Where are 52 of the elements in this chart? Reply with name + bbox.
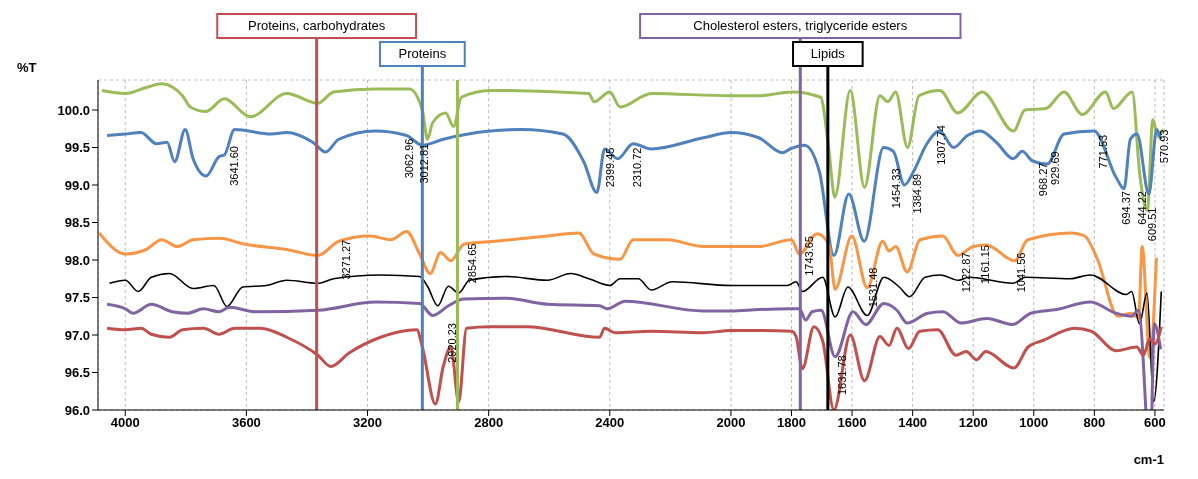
x-tick-label: 1600 (837, 415, 867, 431)
annotation: 1454.33 (890, 168, 903, 209)
annotation: 1743.65 (802, 236, 815, 276)
annotation: 609.51 (1146, 207, 1159, 242)
x-tick-label: 600 (1144, 415, 1166, 431)
x-tick-label: 3600 (231, 415, 261, 431)
y-tick-label: 98.0 (64, 252, 90, 268)
annotation: 2920.23 (446, 323, 459, 363)
x-tick-label: 1200 (958, 415, 988, 431)
x-tick-label: 1000 (1019, 415, 1049, 431)
annotation: 3012.81 (418, 143, 431, 184)
x-tick-label: 2400 (595, 415, 625, 431)
x-tick-label: 1800 (777, 415, 806, 431)
annotation: 1161.15 (978, 245, 991, 284)
annotation: 644.22 (1135, 191, 1148, 225)
x-tick-label: 4000 (110, 415, 140, 431)
y-tick-label: 99.0 (64, 177, 90, 193)
annotation: 1631.78 (836, 355, 849, 396)
annotation: 3641.60 (227, 146, 240, 186)
ref-line-label: Lipids (810, 46, 846, 61)
annotation: 1041.56 (1015, 252, 1028, 293)
x-tick-label: 3200 (353, 415, 382, 431)
annotation: 694.37 (1120, 191, 1133, 225)
y-tick-label: 96.5 (64, 365, 90, 381)
annotation: 1384.89 (911, 173, 924, 214)
annotation: 2399.45 (603, 147, 616, 188)
y-tick-label: 96.0 (64, 402, 90, 418)
y-tick-label: 100.0 (57, 102, 90, 118)
annotation: 771.53 (1096, 134, 1109, 169)
annotation: 3062.96 (403, 138, 416, 179)
annotation: 1222.87 (960, 252, 973, 293)
y-tick-label: 97.5 (64, 290, 90, 306)
ref-line-label: Cholesterol esters, triglyceride esters (693, 18, 908, 33)
y-tick-label: 99.5 (64, 140, 90, 156)
annotation: 1307.74 (934, 125, 947, 165)
x-tick-label: 2000 (716, 415, 746, 431)
annotation: 929.69 (1049, 151, 1062, 185)
ref-line-label: Proteins (398, 46, 447, 61)
annotation: 1531.48 (866, 267, 879, 308)
y-axis-title: %T (17, 60, 37, 76)
annotation: 570.93 (1157, 129, 1170, 164)
x-tick-label: 800 (1083, 415, 1106, 431)
y-tick-label: 97.0 (64, 327, 90, 343)
x-axis-title: cm-1 (1133, 452, 1164, 467)
x-tick-label: 2800 (474, 415, 504, 431)
annotation: 3271.27 (339, 239, 352, 280)
annotation: 968.27 (1037, 162, 1050, 197)
annotation: 2310.72 (630, 147, 643, 188)
x-tick-label: 1400 (898, 415, 928, 431)
y-tick-label: 98.5 (64, 215, 90, 231)
ref-line-label: Proteins, carbohydrates (248, 18, 386, 33)
annotation: 2854.65 (466, 243, 479, 284)
